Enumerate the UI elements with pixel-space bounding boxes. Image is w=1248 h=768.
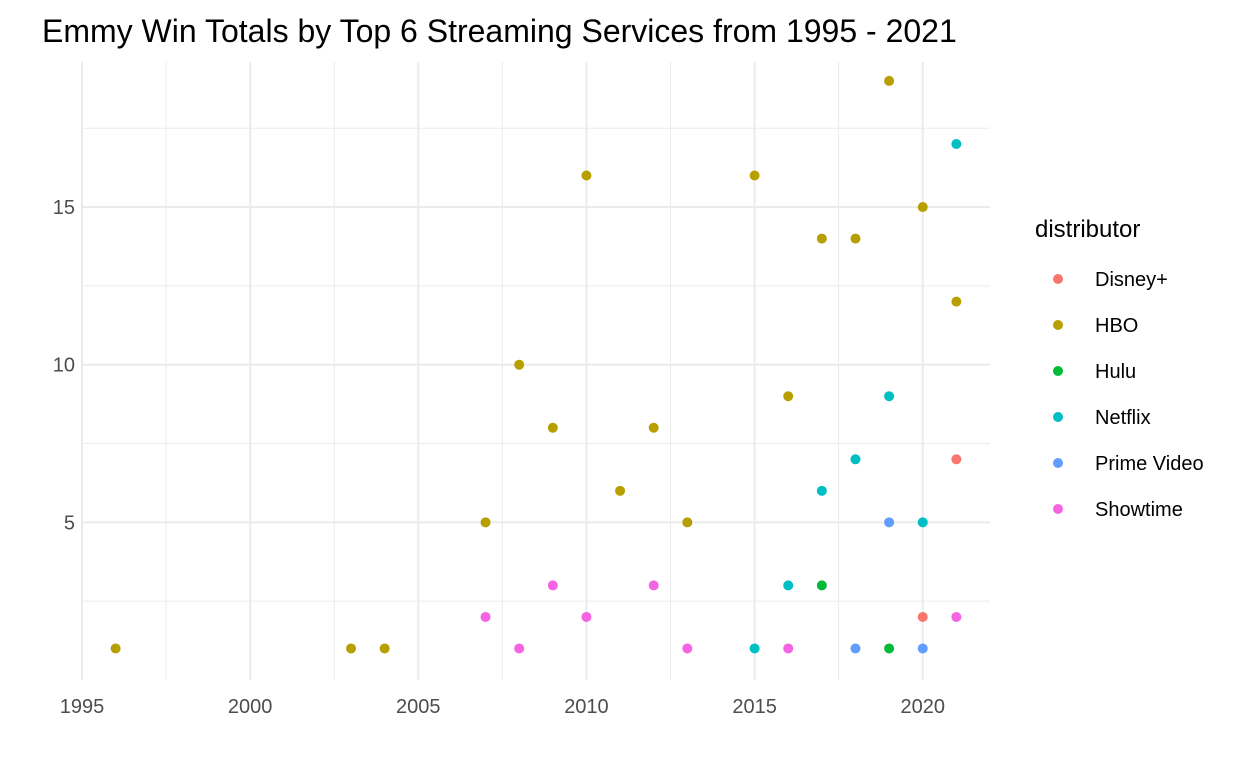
legend-marker [1053,412,1063,422]
legend: distributor Disney+ HBO Hulu Netflix Prime V… [1035,216,1204,521]
x-tick-label: 2000 [228,696,273,718]
data-point [917,611,928,622]
y-tick-label: 10 [53,355,75,377]
data-point [480,611,491,622]
data-point [346,643,357,654]
legend-label: Netflix [1095,407,1151,429]
series-prime-video [850,517,928,654]
legend-label: Disney+ [1095,269,1168,291]
legend-marker [1053,274,1063,284]
data-point [783,391,794,402]
data-point [648,580,659,591]
series-showtime [480,580,962,654]
data-point [749,170,760,181]
gridlines [81,62,990,680]
legend-label: Hulu [1095,361,1136,383]
data-point [917,643,928,654]
data-point [514,359,525,370]
data-point [850,643,861,654]
legend-item: Disney+ [1053,269,1168,291]
data-point [480,517,491,528]
data-point [379,643,390,654]
legend-marker [1053,458,1063,468]
legend-label: HBO [1095,315,1138,337]
data-point [884,517,895,528]
data-point [547,422,558,433]
data-point [816,580,827,591]
data-point [951,296,962,307]
legend-item: HBO [1053,315,1138,337]
legend-label: Prime Video [1095,453,1204,475]
data-point [850,454,861,465]
data-point [951,611,962,622]
legend-marker [1053,504,1063,514]
data-point [514,643,525,654]
data-point [682,517,693,528]
data-point [884,75,895,86]
x-tick-label: 2015 [732,696,777,718]
data-points [110,75,962,654]
data-point [110,643,121,654]
x-tick-label: 1995 [60,696,105,718]
data-point [884,643,895,654]
legend-marker [1053,320,1063,330]
data-point [682,643,693,654]
series-disney- [917,454,962,622]
data-point [581,611,592,622]
data-point [884,391,895,402]
y-tick-label: 5 [64,512,75,534]
legend-marker [1053,366,1063,376]
chart-title: Emmy Win Totals by Top 6 Streaming Servi… [42,13,957,49]
data-point [917,517,928,528]
series-hulu [816,580,895,654]
x-axis-ticks: 1995 2000 2005 2010 2015 2020 [60,696,945,718]
data-point [783,643,794,654]
legend-title: distributor [1035,216,1140,243]
data-point [951,454,962,465]
data-point [783,580,794,591]
legend-items: Disney+ HBO Hulu Netflix Prime Video Showtime [1053,269,1204,521]
data-point [850,233,861,244]
data-point [917,202,928,213]
data-point [749,643,760,654]
legend-item: Showtime [1053,499,1183,521]
legend-item: Netflix [1053,407,1151,429]
data-point [951,138,962,149]
data-point [581,170,592,181]
x-tick-label: 2020 [900,696,945,718]
data-point [615,485,626,496]
series-hbo [110,75,962,654]
data-point [648,422,659,433]
x-tick-label: 2005 [396,696,441,718]
legend-item: Prime Video [1053,453,1204,475]
y-axis-ticks: 5 10 15 [53,197,75,534]
data-point [816,485,827,496]
data-point [547,580,558,591]
y-tick-label: 15 [53,197,75,219]
series-netflix [749,138,962,654]
legend-item: Hulu [1053,361,1136,383]
x-tick-label: 2010 [564,696,609,718]
legend-label: Showtime [1095,499,1183,521]
data-point [816,233,827,244]
